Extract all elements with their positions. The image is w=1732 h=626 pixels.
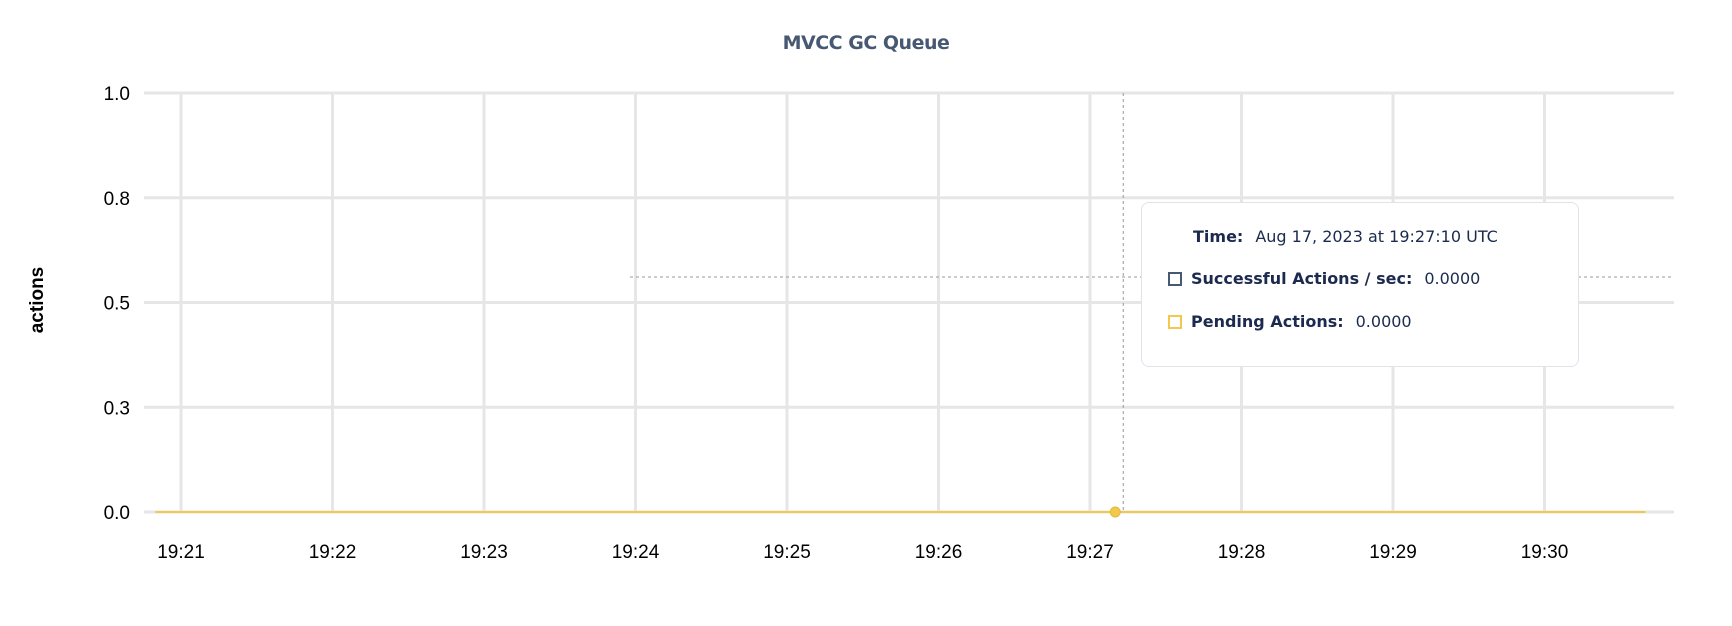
x-tick-label: 19:27 (1066, 542, 1114, 563)
y-tick-label: 0.8 (104, 189, 130, 210)
y-tick-label: 0.0 (104, 503, 130, 524)
hover-point (1109, 506, 1121, 518)
x-tick-label: 19:29 (1369, 542, 1417, 563)
y-tick-label: 0.3 (104, 398, 130, 419)
x-tick-label: 19:30 (1521, 542, 1569, 563)
y-tick-label: 0.5 (104, 294, 130, 315)
successful-actions-swatch-icon (1168, 271, 1182, 286)
chart-title: MVCC GC Queue (782, 32, 950, 54)
x-tick-label: 19:26 (915, 542, 963, 563)
x-tick-label: 19:21 (157, 542, 205, 563)
hover-tooltip: Time: Aug 17, 2023 at 19:27:10 UTC Succe… (1141, 202, 1579, 367)
x-tick-label: 19:23 (460, 542, 508, 563)
tooltip-time-label: Time: (1193, 227, 1244, 246)
tooltip-pending-label: Pending Actions: (1191, 312, 1344, 331)
x-tick-label: 19:28 (1218, 542, 1266, 563)
tooltip-pending-value: 0.0000 (1355, 312, 1412, 331)
x-tick-label: 19:22 (309, 542, 357, 563)
x-tick-label: 19:25 (763, 542, 811, 563)
x-tick-label: 19:24 (612, 542, 660, 563)
pending-actions-swatch-icon (1168, 314, 1182, 329)
tooltip-successful-value: 0.0000 (1424, 269, 1481, 288)
tooltip-time-value: Aug 17, 2023 at 19:27:10 UTC (1255, 227, 1498, 246)
tooltip-successful-label: Successful Actions / sec: (1191, 269, 1413, 288)
y-tick-label: 1.0 (104, 84, 130, 105)
